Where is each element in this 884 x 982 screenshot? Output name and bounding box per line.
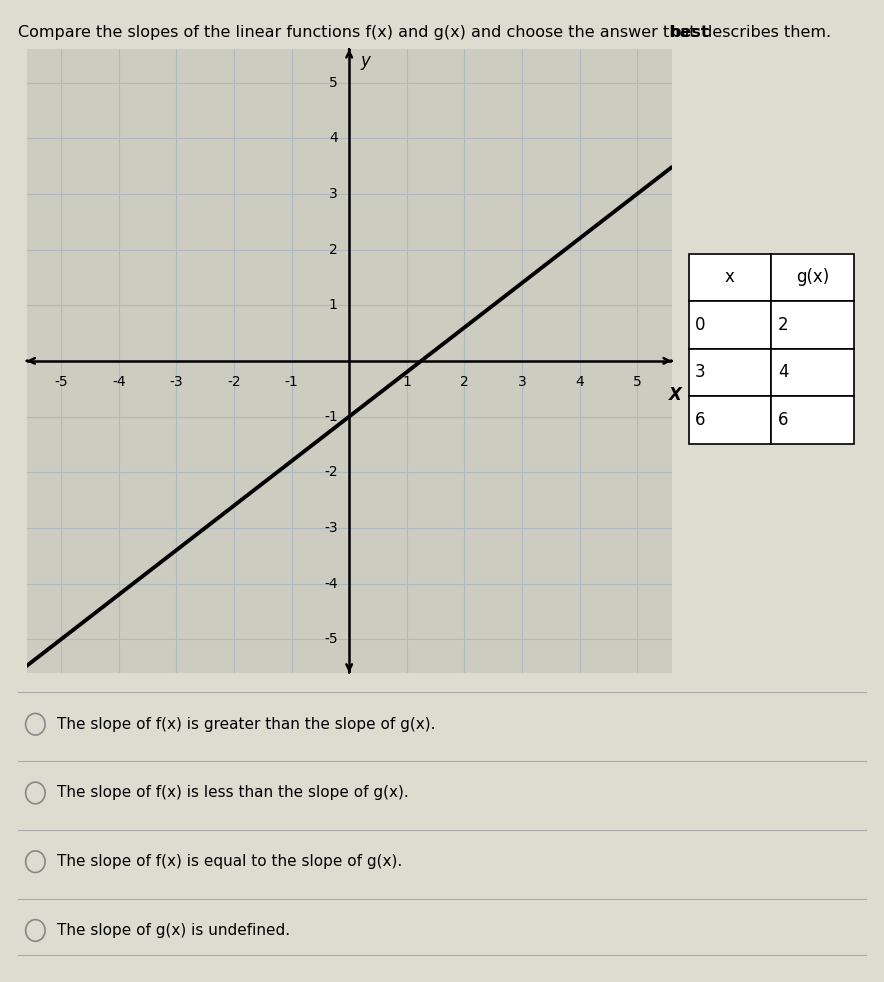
Text: best: best (669, 25, 709, 39)
Text: 3: 3 (329, 187, 338, 201)
Text: describes them.: describes them. (697, 25, 831, 39)
Text: The slope of f(x) is equal to the slope of g(x).: The slope of f(x) is equal to the slope … (57, 854, 403, 869)
Text: The slope of f(x) is less than the slope of g(x).: The slope of f(x) is less than the slope… (57, 786, 409, 800)
Text: X: X (669, 386, 682, 404)
Text: 2: 2 (329, 243, 338, 256)
Text: -5: -5 (324, 632, 338, 646)
Text: -3: -3 (324, 520, 338, 535)
Text: 1: 1 (329, 299, 338, 312)
Text: -3: -3 (170, 375, 183, 389)
Text: The slope of f(x) is greater than the slope of g(x).: The slope of f(x) is greater than the sl… (57, 717, 436, 732)
Text: -1: -1 (285, 375, 299, 389)
Text: 4: 4 (575, 375, 584, 389)
Text: -4: -4 (112, 375, 126, 389)
Text: 4: 4 (329, 132, 338, 145)
Text: -4: -4 (324, 576, 338, 590)
Text: 3: 3 (518, 375, 526, 389)
Text: -5: -5 (54, 375, 68, 389)
Text: 5: 5 (633, 375, 642, 389)
Text: -1: -1 (324, 409, 338, 423)
Text: -2: -2 (227, 375, 240, 389)
Text: The slope of g(x) is undefined.: The slope of g(x) is undefined. (57, 923, 291, 938)
Text: Compare the slopes of the linear functions f(x) and g(x) and choose the answer t: Compare the slopes of the linear functio… (18, 25, 700, 39)
Text: 5: 5 (329, 76, 338, 89)
Text: -2: -2 (324, 465, 338, 479)
Text: 2: 2 (460, 375, 469, 389)
Text: y: y (361, 52, 370, 70)
Text: 1: 1 (402, 375, 411, 389)
